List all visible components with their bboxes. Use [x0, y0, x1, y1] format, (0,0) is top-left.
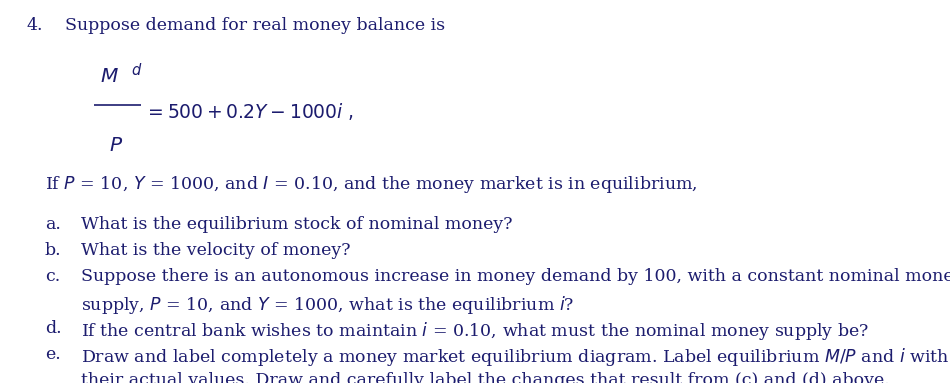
Text: 4.: 4. — [27, 17, 43, 34]
Text: Draw and label completely a money market equilibrium diagram. Label equilibrium : Draw and label completely a money market… — [81, 346, 949, 368]
Text: If the central bank wishes to maintain $i$ = 0.10, what must the nominal money s: If the central bank wishes to maintain $… — [81, 320, 869, 342]
Text: $M$: $M$ — [100, 67, 119, 86]
Text: a.: a. — [45, 216, 61, 233]
Text: $P$: $P$ — [109, 136, 124, 155]
Text: Suppose demand for real money balance is: Suppose demand for real money balance is — [65, 17, 445, 34]
Text: What is the equilibrium stock of nominal money?: What is the equilibrium stock of nominal… — [81, 216, 512, 233]
Text: $= 500 + 0.2Y - 1000i\;,$: $= 500 + 0.2Y - 1000i\;,$ — [144, 101, 353, 123]
Text: $d$: $d$ — [131, 62, 142, 79]
Text: d.: d. — [45, 320, 61, 337]
Text: supply, $P$ = 10, and $Y$ = 1000, what is the equilibrium $i$?: supply, $P$ = 10, and $Y$ = 1000, what i… — [81, 294, 574, 316]
Text: e.: e. — [45, 346, 61, 363]
Text: b.: b. — [45, 242, 61, 259]
Text: If $P$ = 10, $Y$ = 1000, and $I$ = 0.10, and the money market is in equilibrium,: If $P$ = 10, $Y$ = 1000, and $I$ = 0.10,… — [45, 174, 697, 195]
Text: What is the velocity of money?: What is the velocity of money? — [81, 242, 351, 259]
Text: c.: c. — [45, 268, 60, 285]
Text: Suppose there is an autonomous increase in money demand by 100, with a constant : Suppose there is an autonomous increase … — [81, 268, 950, 285]
Text: their actual values. Draw and carefully label the changes that result from (c) a: their actual values. Draw and carefully … — [81, 372, 889, 383]
